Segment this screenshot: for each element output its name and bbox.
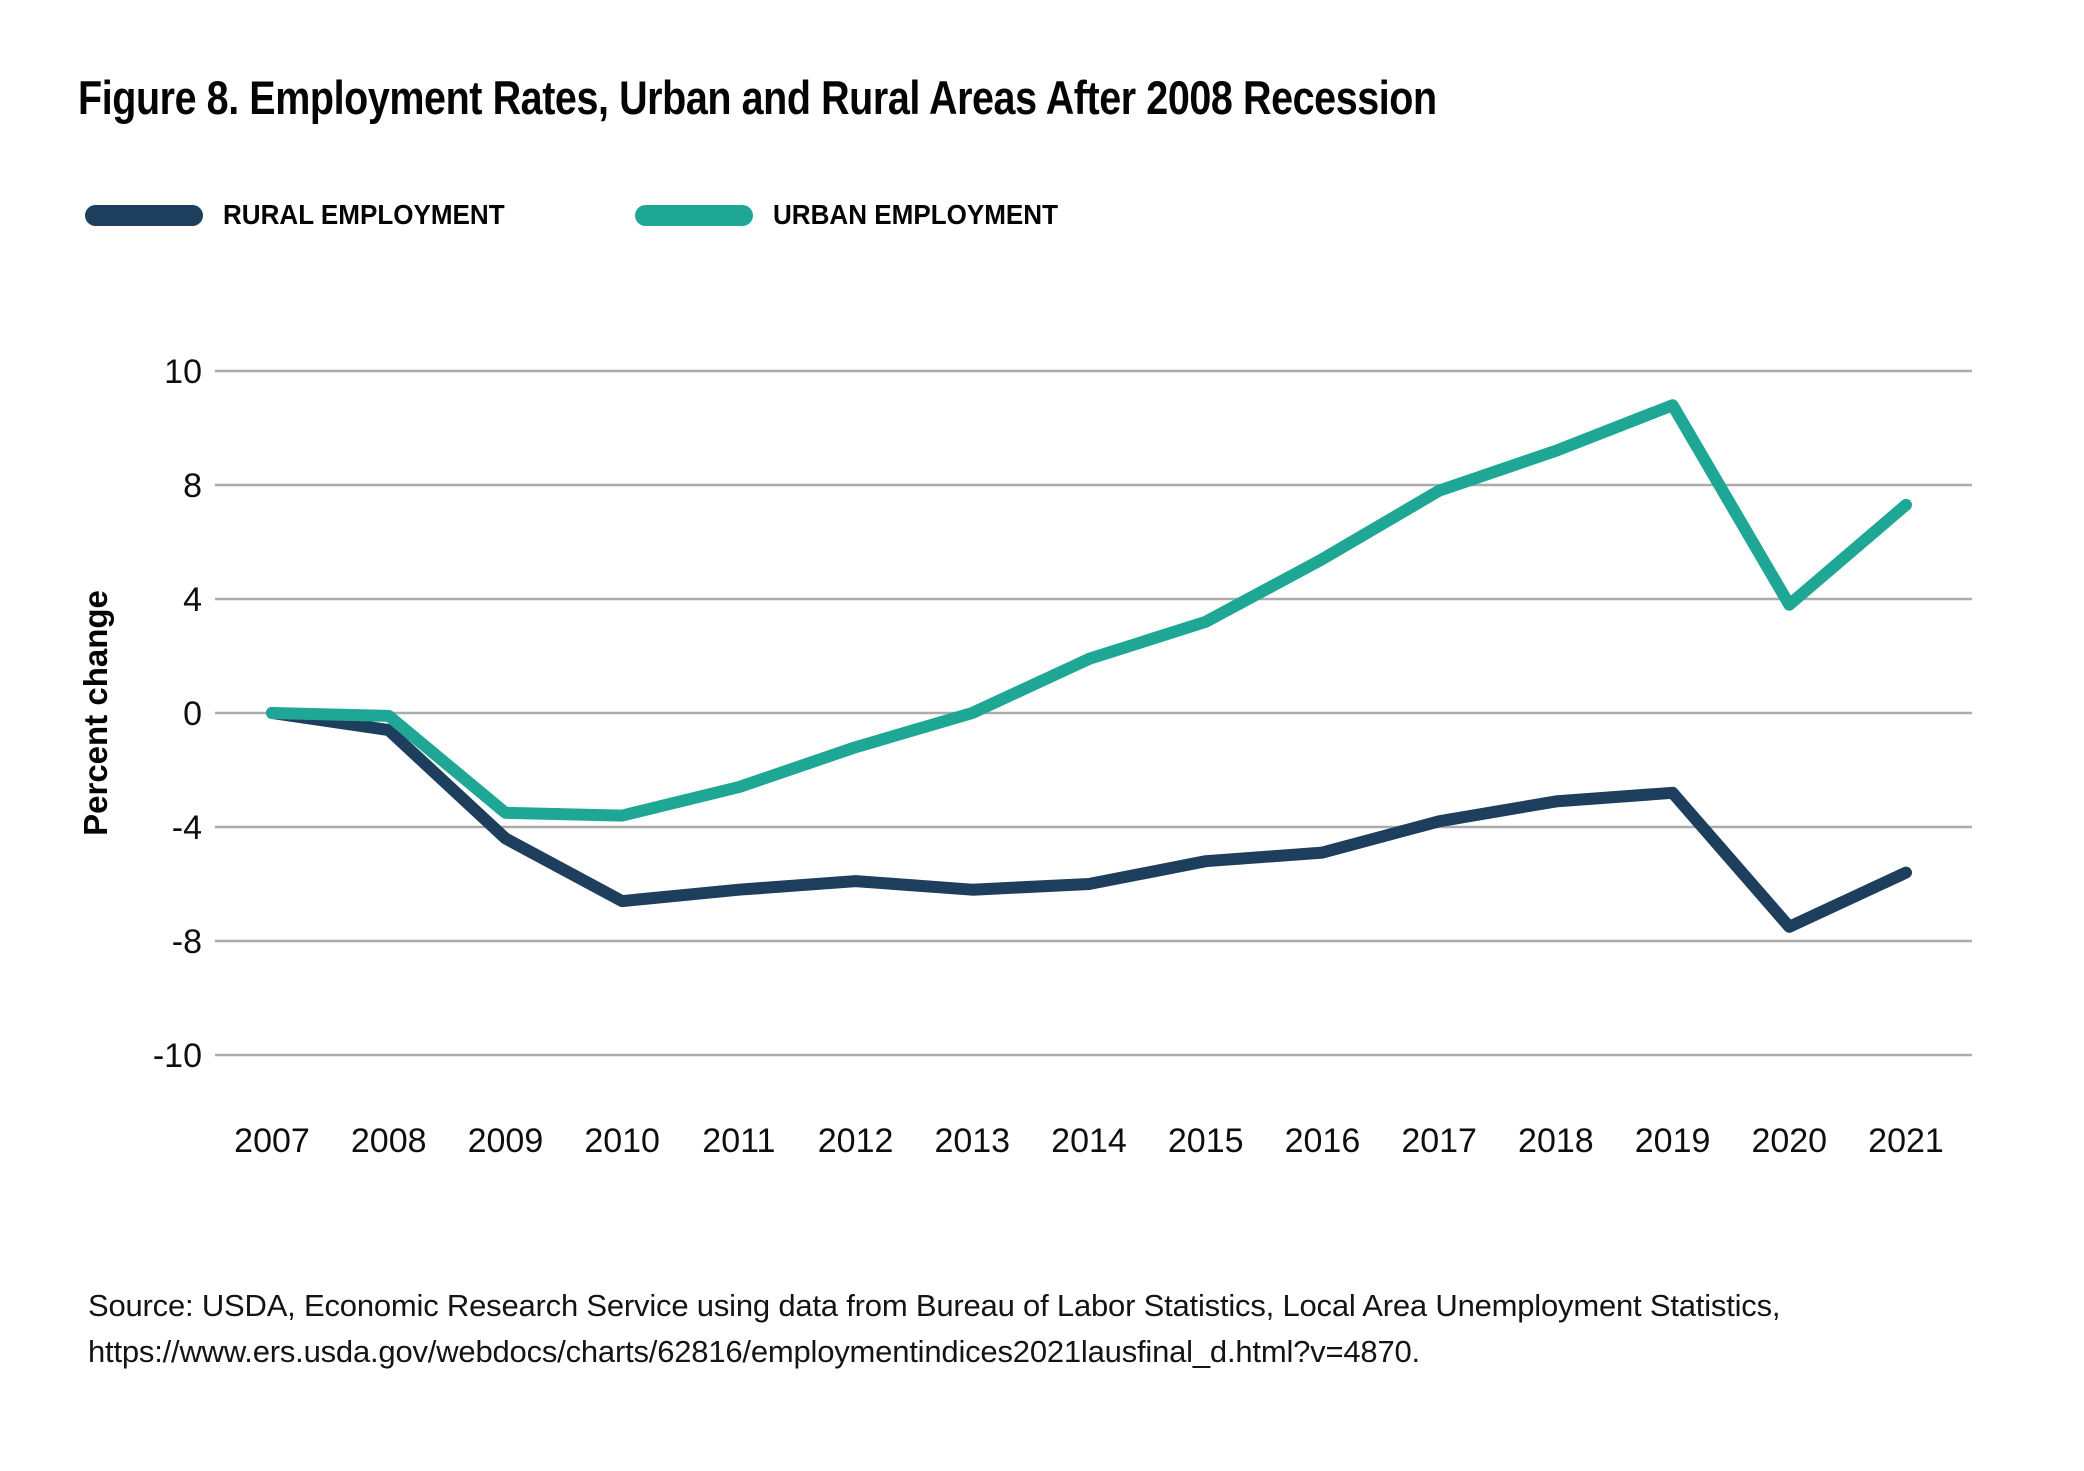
x-tick-label-2013: 2013 xyxy=(934,1122,1010,1160)
x-tick-label-2018: 2018 xyxy=(1518,1122,1594,1160)
y-axis-title: Percent change xyxy=(77,590,114,836)
x-tick-label-2012: 2012 xyxy=(818,1122,894,1160)
x-tick-label-2021: 2021 xyxy=(1868,1122,1944,1160)
source-line-2: https://www.ers.usda.gov/webdocs/charts/… xyxy=(88,1333,1420,1369)
x-tick-label-2019: 2019 xyxy=(1635,1122,1711,1160)
y-tick-label-4: 4 xyxy=(183,581,202,619)
x-tick-label-2010: 2010 xyxy=(584,1122,660,1160)
figure-title: Figure 8. Employment Rates, Urban and Ru… xyxy=(78,71,1437,124)
urban-legend-swatch xyxy=(635,204,753,226)
source-note: Source: USDA, Economic Research Service … xyxy=(88,1283,1781,1375)
x-tick-label-2017: 2017 xyxy=(1401,1122,1477,1160)
x-tick-label-2008: 2008 xyxy=(351,1122,427,1160)
x-tick-label-2009: 2009 xyxy=(468,1122,544,1160)
urban-legend-label: URBAN EMPLOYMENT xyxy=(773,199,1059,230)
rural-legend-swatch xyxy=(85,204,203,226)
series-line-urban-employment xyxy=(266,399,1912,822)
y-tick-label--4: -4 xyxy=(172,809,202,847)
x-tick-label-2020: 2020 xyxy=(1751,1122,1827,1160)
y-tick-label-8: 8 xyxy=(183,467,202,505)
series-line-rural-employment xyxy=(266,707,1912,933)
rural-legend-label: RURAL EMPLOYMENT xyxy=(223,199,505,230)
y-tick-label--8: -8 xyxy=(172,923,202,961)
x-tick-label-2015: 2015 xyxy=(1168,1122,1244,1160)
y-tick-label--10: -10 xyxy=(153,1037,202,1075)
legend-item-urban: URBAN EMPLOYMENT xyxy=(635,199,1079,231)
x-tick-label-2007: 2007 xyxy=(234,1122,310,1160)
x-tick-label-2016: 2016 xyxy=(1285,1122,1361,1160)
x-tick-label-2014: 2014 xyxy=(1051,1122,1127,1160)
y-tick-label-0: 0 xyxy=(183,695,202,733)
x-tick-label-2011: 2011 xyxy=(702,1122,775,1160)
y-tick-label-10: 10 xyxy=(164,353,202,391)
legend-item-rural: RURAL EMPLOYMENT xyxy=(85,199,526,231)
source-line-1: Source: USDA, Economic Research Service … xyxy=(88,1288,1781,1323)
